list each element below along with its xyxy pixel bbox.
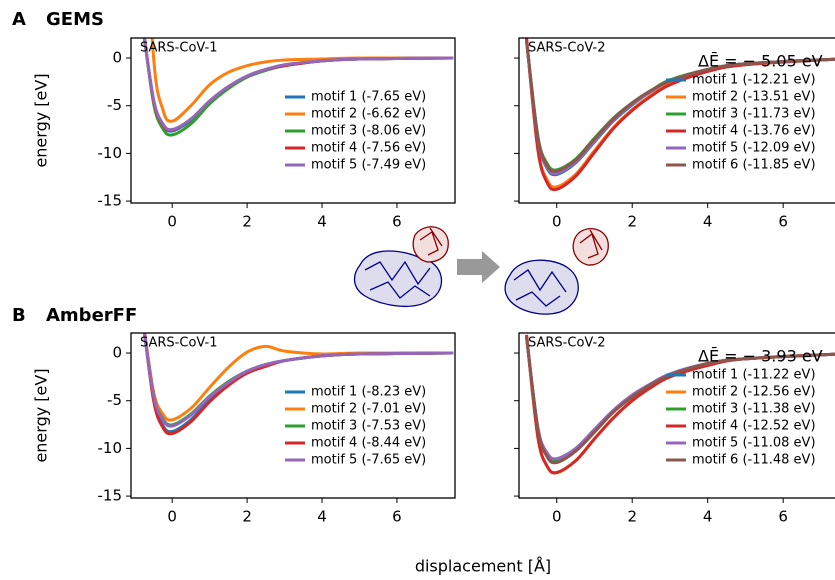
x-tick-label: 6 xyxy=(778,508,788,526)
axes-frame xyxy=(130,332,456,499)
panel-title: SARS-CoV-1 xyxy=(140,41,218,56)
series-group xyxy=(525,334,835,475)
x-tick-label: 0 xyxy=(552,508,562,526)
series-line xyxy=(525,40,835,173)
panel: 0 2 4 6 0 -5 -10 -15 energy [eV] SARS-CoV-1 motif … xyxy=(32,37,456,231)
legend-label: motif 4 (-7.56 eV) xyxy=(311,141,426,156)
x-tick-label: 4 xyxy=(317,213,327,231)
y-tick-label: -15 xyxy=(98,487,123,505)
arrow xyxy=(457,251,500,283)
protein-left xyxy=(353,226,449,307)
series-line xyxy=(142,38,454,132)
y-axis-label: energy [eV] xyxy=(32,73,51,167)
series-line xyxy=(150,38,454,123)
annotation: ΔĒ = − 5.05 eV xyxy=(698,52,823,71)
panel-title: SARS-CoV-2 xyxy=(528,41,606,56)
x-tick-label: 2 xyxy=(627,508,637,526)
series-line xyxy=(143,333,454,422)
legend-label: motif 3 (-11.38 eV) xyxy=(692,402,816,417)
legend-label: motif 3 (-8.06 eV) xyxy=(311,124,426,139)
y-tick-label: -5 xyxy=(107,96,122,114)
x-axis-label: displacement [Å] xyxy=(415,557,551,576)
x-tick-label: 2 xyxy=(242,508,252,526)
y-tick-label: -10 xyxy=(98,439,123,457)
y-axis-label: energy [eV] xyxy=(32,368,51,462)
x-tick-label: 4 xyxy=(703,213,713,231)
series-line xyxy=(525,334,835,475)
section-title: AmberFF xyxy=(46,305,137,326)
y-tick-label: -15 xyxy=(98,192,123,210)
legend-label: motif 2 (-12.56 eV) xyxy=(692,385,816,400)
legend-label: motif 1 (-8.23 eV) xyxy=(311,385,426,400)
series-line xyxy=(142,333,454,428)
legend-label: motif 3 (-11.73 eV) xyxy=(692,107,816,122)
x-tick-label: 2 xyxy=(627,213,637,231)
legend-label: motif 4 (-12.52 eV) xyxy=(692,419,816,434)
x-tick-label: 6 xyxy=(392,213,402,231)
section-letter: A xyxy=(12,9,26,30)
x-tick-label: 0 xyxy=(552,213,562,231)
panel-title: SARS-CoV-1 xyxy=(140,336,218,351)
legend-label: motif 4 (-13.76 eV) xyxy=(692,124,816,139)
x-tick-label: 6 xyxy=(392,508,402,526)
legend-label: motif 2 (-6.62 eV) xyxy=(311,107,426,122)
legend-label: motif 6 (-11.48 eV) xyxy=(692,453,816,468)
y-tick-label: -10 xyxy=(98,144,123,162)
series-group xyxy=(142,333,454,436)
section-title: GEMS xyxy=(46,9,104,30)
x-tick-label: 2 xyxy=(242,213,252,231)
series-group xyxy=(525,38,835,192)
section-letter: B xyxy=(12,305,26,326)
legend-label: motif 1 (-7.65 eV) xyxy=(311,90,426,105)
axes-frame xyxy=(518,332,835,499)
y-tick-label: -5 xyxy=(107,391,122,409)
x-tick-label: 0 xyxy=(167,213,177,231)
series-group xyxy=(142,38,454,137)
panel: 0 2 4 6 SARS-CoV-2 ΔĒ = − 5.05 eV motif 1 (-12… xyxy=(514,37,835,231)
legend-label: motif 5 (-12.09 eV) xyxy=(692,141,816,156)
axes-frame xyxy=(518,37,835,204)
legend-label: motif 1 (-11.22 eV) xyxy=(692,368,816,383)
legend-label: motif 6 (-11.85 eV) xyxy=(692,158,816,173)
panel: 0 2 4 6 SARS-CoV-2 ΔĒ = − 3.93 eV motif 1 (-11… xyxy=(514,332,835,526)
annotation: ΔĒ = − 3.93 eV xyxy=(698,347,823,366)
x-tick-label: 4 xyxy=(317,508,327,526)
legend-label: motif 5 (-7.49 eV) xyxy=(311,158,426,173)
y-tick-label: 0 xyxy=(112,344,122,362)
legend-label: motif 3 (-7.53 eV) xyxy=(311,419,426,434)
legend-label: motif 2 (-7.01 eV) xyxy=(311,402,426,417)
legend-label: motif 1 (-12.21 eV) xyxy=(692,73,816,88)
legend-label: motif 5 (-11.08 eV) xyxy=(692,436,816,451)
series-line xyxy=(525,336,835,465)
x-tick-label: 6 xyxy=(778,213,788,231)
series-line xyxy=(525,38,835,192)
protein-right xyxy=(504,228,609,315)
legend-label: motif 2 (-13.51 eV) xyxy=(692,90,816,105)
legend-label: motif 4 (-8.44 eV) xyxy=(311,436,426,451)
y-tick-label: 0 xyxy=(112,49,122,67)
x-tick-label: 0 xyxy=(167,508,177,526)
panel: 0 2 4 6 0 -5 -10 -15 energy [eV] SARS-CoV-1 motif … xyxy=(32,332,456,526)
panel-title: SARS-CoV-2 xyxy=(528,336,606,351)
x-tick-label: 4 xyxy=(703,508,713,526)
axes-frame xyxy=(130,37,456,204)
legend-label: motif 5 (-7.65 eV) xyxy=(311,453,426,468)
